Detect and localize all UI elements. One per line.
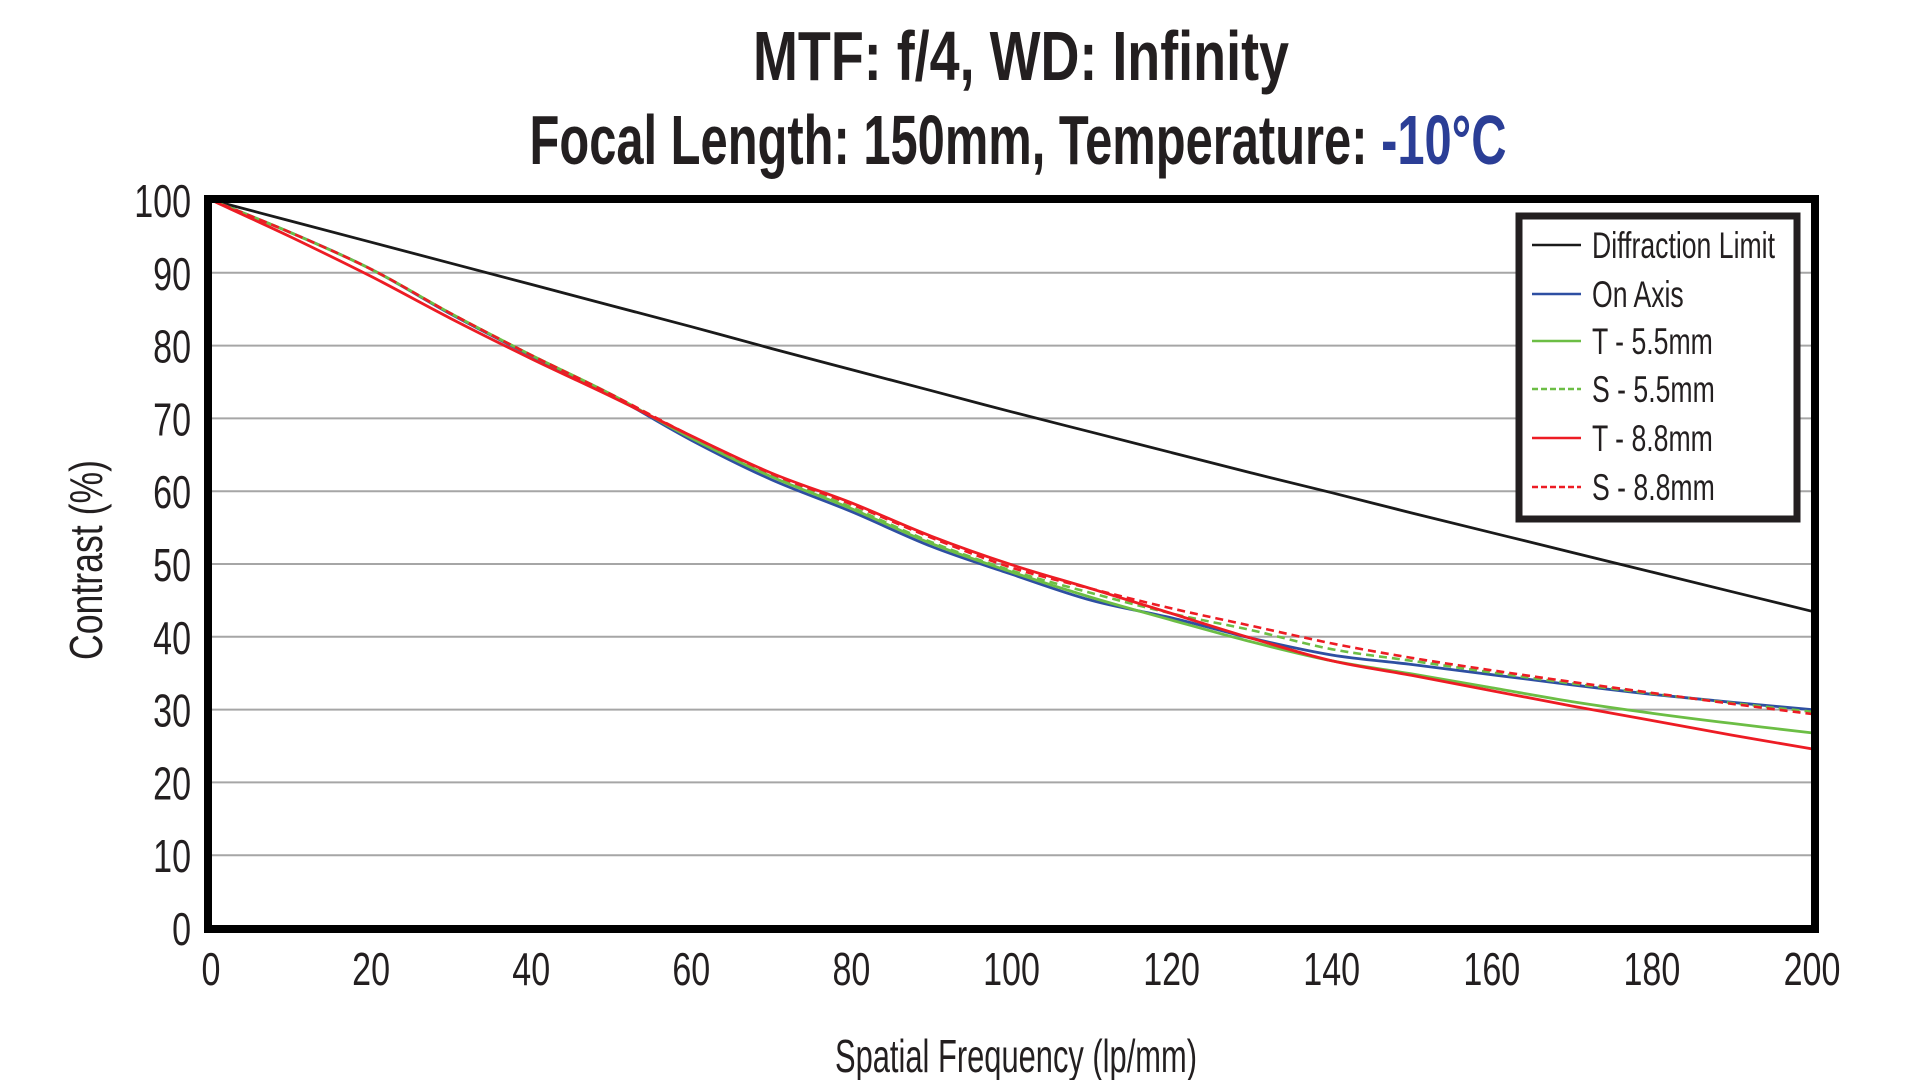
legend-label: T - 8.8mm: [1592, 418, 1713, 459]
legend-label: S - 5.5mm: [1592, 369, 1715, 410]
chart-title-line2-text: Focal Length: 150mm, Temperature:: [530, 101, 1382, 179]
legend-label: Diffraction Limit: [1592, 225, 1775, 266]
y-tick-label: 40: [153, 612, 191, 664]
x-tick-label: 200: [1784, 943, 1841, 995]
legend-label: On Axis: [1592, 274, 1684, 315]
legend-item-t-5-5mm: T - 5.5mm: [1532, 321, 1713, 362]
x-tick-label: 180: [1624, 943, 1681, 995]
plot-frame: [204, 195, 1819, 933]
x-tick-label: 60: [672, 943, 710, 995]
x-tick-labels: 0 20 40 60 80 100 120 140 160 180 200: [202, 943, 1841, 995]
x-tick-label: 160: [1463, 943, 1520, 995]
y-tick-label: 70: [153, 393, 191, 445]
chart-title-line2: Focal Length: 150mm, Temperature: -10°C: [530, 101, 1507, 179]
chart-title-line1: MTF: f/4, WD: Infinity: [753, 17, 1289, 95]
x-tick-label: 120: [1143, 943, 1200, 995]
series-line-diffraction-limit: [210, 198, 1813, 613]
legend-label: S - 8.8mm: [1592, 467, 1715, 508]
legend-item-s-8-8mm: S - 8.8mm: [1532, 467, 1715, 508]
legend-item-t-8-8mm: T - 8.8mm: [1532, 418, 1713, 459]
x-tick-label: 140: [1303, 943, 1360, 995]
y-tick-label: 0: [172, 903, 191, 955]
y-tick-label: 60: [153, 466, 191, 518]
y-tick-label: 10: [153, 830, 191, 882]
y-tick-label: 30: [153, 685, 191, 737]
legend-item-diffraction-limit: Diffraction Limit: [1532, 225, 1775, 266]
legend-item-on-axis: On Axis: [1532, 274, 1684, 315]
x-axis-title: Spatial Frequency (lp/mm): [835, 1030, 1197, 1080]
series-line-s-5-5mm: [210, 198, 1813, 714]
y-tick-label: 20: [153, 757, 191, 809]
chart-title-temperature: -10°C: [1381, 101, 1506, 179]
y-tick-labels: 0 10 20 30 40 50 60 70 80 90 100: [134, 175, 191, 955]
y-tick-label: 50: [153, 539, 191, 591]
x-tick-label: 40: [512, 943, 550, 995]
y-tick-label: 100: [134, 175, 191, 227]
legend-box: [1515, 212, 1801, 523]
legend-item-s-5-5mm: S - 5.5mm: [1532, 369, 1715, 410]
series-line-t-8-8mm: [210, 198, 1813, 751]
x-tick-label: 80: [832, 943, 870, 995]
x-tick-label: 20: [352, 943, 390, 995]
y-axis-title: Contrast (%): [60, 460, 112, 660]
legend-entries: Diffraction Limit On Axis T - 5.5mm S - 5.5…: [1532, 225, 1775, 508]
series-line-s-8-8mm: [210, 198, 1813, 716]
legend: Diffraction Limit On Axis T - 5.5mm S - 5.5…: [1515, 212, 1801, 523]
series-lines: [210, 198, 1813, 751]
x-tick-label: 0: [202, 943, 221, 995]
y-tick-label: 80: [153, 321, 191, 373]
y-tick-label: 90: [153, 248, 191, 300]
x-tick-label: 100: [983, 943, 1040, 995]
legend-label: T - 5.5mm: [1592, 321, 1713, 362]
